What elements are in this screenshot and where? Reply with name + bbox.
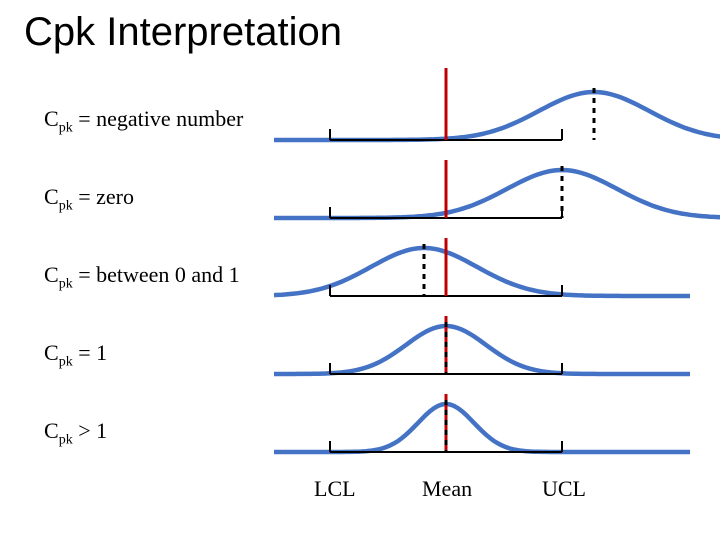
cpk-row: Cpk = 1 (44, 316, 694, 378)
row-label: Cpk = between 0 and 1 (44, 262, 240, 292)
bell-curve (274, 248, 690, 296)
distribution-chart (314, 238, 690, 300)
bell-curve (274, 170, 720, 218)
bell-curve (274, 326, 690, 374)
cpk-row: Cpk > 1 (44, 394, 694, 456)
row-label: Cpk = negative number (44, 106, 243, 136)
distribution-chart (314, 316, 690, 378)
bell-curve (274, 404, 690, 452)
cpk-row: Cpk = zero (44, 160, 694, 222)
page-title: Cpk Interpretation (24, 10, 342, 55)
distribution-chart (314, 394, 690, 456)
distribution-chart (314, 82, 690, 144)
bell-curve (274, 92, 720, 140)
cpk-row: Cpk = between 0 and 1 (44, 238, 694, 300)
row-label: Cpk = 1 (44, 340, 107, 370)
mean-label: Mean (422, 476, 472, 502)
distribution-chart (314, 160, 690, 222)
cpk-row: Cpk = negative number (44, 82, 694, 144)
row-label: Cpk > 1 (44, 418, 107, 448)
lcl-label: LCL (314, 476, 356, 502)
ucl-label: UCL (542, 476, 586, 502)
row-label: Cpk = zero (44, 184, 134, 214)
